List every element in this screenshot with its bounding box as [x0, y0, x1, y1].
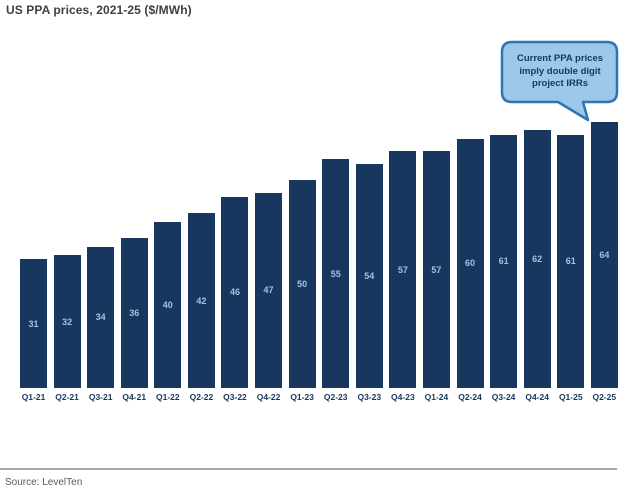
- bar-value-label: 61: [498, 256, 509, 267]
- bar-value-label: 32: [62, 316, 73, 327]
- chart-title: US PPA prices, 2021-25 ($/MWh): [6, 3, 192, 17]
- bar-Q1-21: 31: [20, 259, 47, 388]
- x-axis-label: Q2-22: [189, 392, 214, 402]
- bar-Q1-25: 61: [557, 134, 585, 388]
- x-axis-label: Q1-21: [21, 392, 46, 402]
- x-axis-label: Q4-23: [391, 392, 415, 402]
- callout-line: imply double digit: [519, 65, 601, 77]
- bar-value-label: 46: [229, 287, 240, 298]
- bar-value-label: 47: [263, 285, 274, 296]
- bar-Q4-24: 62: [523, 130, 551, 388]
- bar-Q2-24: 60: [456, 138, 484, 388]
- x-axis-label: Q1-23: [290, 392, 314, 402]
- x-axis-label: Q4-24: [525, 392, 549, 402]
- callout-annotation: Current PPA prices imply double digit pr…: [503, 42, 617, 102]
- footer-divider-line: [0, 468, 617, 470]
- bar-Q3-22: 46: [221, 196, 249, 388]
- callout-line: project IRRs: [532, 78, 588, 90]
- bar-value-label: 61: [565, 256, 576, 267]
- bar-value-label: 64: [599, 250, 610, 260]
- bar-value-label: 42: [196, 295, 207, 306]
- x-axis-label: Q2-25: [592, 392, 617, 402]
- bar-chart-plot-area: 31 32 34 36 40 42 46 47 50 55 54 57 57 60 61 62 61 64: [20, 122, 618, 388]
- bar-Q3-23: 54: [355, 163, 383, 388]
- x-axis-label: Q3-23: [357, 392, 382, 402]
- x-axis-label: Q3-21: [88, 392, 113, 402]
- bar-value-label: 57: [397, 264, 408, 275]
- bar-value-label: 50: [297, 279, 308, 290]
- bar-Q4-21: 36: [120, 238, 148, 388]
- bar-Q2-23: 55: [322, 159, 350, 388]
- x-axis-label: Q4-22: [256, 392, 281, 402]
- x-axis: Q1-21 Q2-21 Q3-21 Q4-21 Q1-22 Q2-22 Q3-22 Q4-22…: [20, 392, 618, 402]
- source-attribution: Source: LevelTen: [5, 477, 83, 488]
- bar-value-label: 55: [330, 268, 341, 279]
- x-axis-label: Q3-24: [491, 392, 516, 402]
- bar-value-label: 57: [431, 264, 442, 275]
- bar-Q1-23: 50: [288, 180, 316, 388]
- bar-Q4-22: 47: [255, 192, 283, 388]
- bar-Q4-23: 57: [389, 151, 417, 388]
- bar-Q2-25: 64: [590, 122, 618, 388]
- bar-Q2-22: 42: [187, 213, 215, 388]
- x-axis-label: Q4-21: [122, 392, 147, 402]
- x-axis-label: Q1-22: [156, 392, 180, 402]
- callout-line: Current PPA prices: [516, 53, 604, 65]
- bar-Q3-24: 61: [490, 134, 518, 388]
- x-axis-label: Q2-21: [55, 392, 79, 402]
- bar-value-label: 62: [532, 254, 543, 265]
- bar-value-label: 31: [28, 318, 39, 329]
- bar-Q1-24: 57: [422, 151, 450, 388]
- bar-Q3-21: 34: [87, 246, 115, 388]
- x-axis-label: Q2-23: [323, 392, 348, 402]
- bar-value-label: 40: [162, 299, 173, 310]
- bar-value-label: 60: [465, 258, 476, 269]
- speech-bubble-shape: [500, 40, 619, 122]
- speech-bubble-callout: [500, 40, 619, 122]
- bar-Q1-22: 40: [154, 221, 182, 388]
- bar-value-label: 34: [95, 312, 106, 323]
- bar-value-label: 54: [364, 270, 375, 281]
- bar-value-label: 36: [129, 308, 140, 319]
- bar-Q2-21: 32: [53, 255, 81, 388]
- x-axis-label: Q1-24: [424, 392, 449, 402]
- x-axis-label: Q1-25: [558, 392, 583, 402]
- x-axis-label: Q3-22: [223, 392, 247, 402]
- x-axis-label: Q2-24: [458, 392, 482, 402]
